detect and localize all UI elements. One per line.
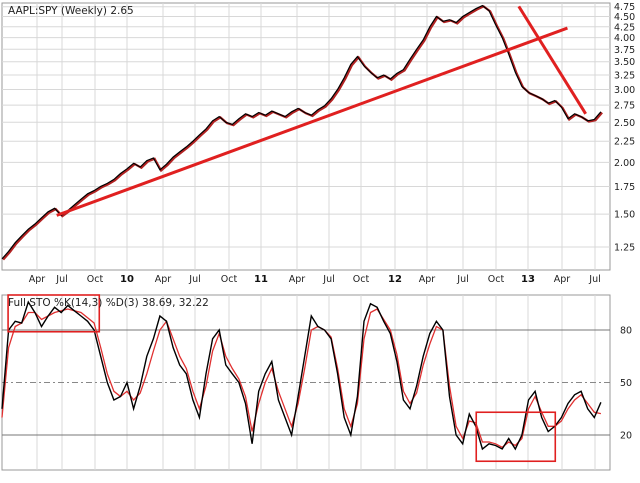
price-y-tick-label: 2.25 [614,137,635,148]
price-plot-frame [1,2,611,271]
sto-d-line [1,308,602,449]
x-tick-label: Oct [87,274,104,285]
x-tick-label: Jul [456,274,468,285]
x-tick-label: Jul [588,274,600,285]
x-tick-label: Apr [29,274,46,285]
price-y-tick-label: 3.50 [614,57,635,68]
highlight-box [7,294,101,333]
highlight-box [475,411,557,463]
stochastic-panel: 80 50 20 Full STO %K(14,3) %D(3) 38.69, 32.… [1,294,632,471]
price-y-tick-label: 3.75 [614,45,635,56]
sto-y-tick-label: 20 [620,431,632,442]
x-tick-label: Oct [353,274,370,285]
price-y-tick-label: 2.75 [614,101,635,112]
sto-y-tick-label: 50 [620,378,632,389]
price-y-tick-label: 4.75 [614,2,635,13]
sto-y-tick-label: 80 [620,326,632,337]
price-chart-title: AAPL:SPY (Weekly) 2.65 [8,5,134,17]
x-tick-label: Apr [289,274,306,285]
trendline [56,26,568,217]
price-y-tick-label: 4.00 [614,33,635,44]
x-tick-label: Jul [55,274,67,285]
price-series-line [1,4,602,260]
x-tick-label: Oct [488,274,505,285]
price-y-tick-label: 4.25 [614,22,635,33]
x-tick-label: Jul [322,274,334,285]
price-y-tick-label: 4.50 [614,12,635,23]
price-y-tick-label: 1.50 [614,210,635,221]
sto-chart-title: Full STO %K(14,3) %D(3) 38.69, 32.22 [8,297,209,309]
price-y-tick-label: 1.75 [614,182,635,193]
x-tick-label: 11 [254,274,268,285]
price-y-tick-label: 2.00 [614,158,635,169]
x-tick-label: Apr [554,274,571,285]
x-tick-label: 10 [120,274,134,285]
x-tick-label: 12 [388,274,402,285]
price-y-tick-label: 3.25 [614,71,635,82]
trendline [517,5,587,115]
price-y-tick-label: 3.00 [614,85,635,96]
price-y-tick-label: 1.25 [614,242,635,253]
x-tick-label: Jul [188,274,200,285]
x-tick-label: Oct [221,274,238,285]
price-panel: 1.25 1.50 1.75 2.00 2.25 2.50 2.75 3.00 3.25 3.50… [1,2,635,285]
price-y-tick-label: 2.50 [614,118,635,129]
x-tick-label: Apr [155,274,172,285]
x-tick-label: 13 [521,274,535,285]
sto-k-line [1,300,602,451]
x-tick-label: Apr [419,274,436,285]
